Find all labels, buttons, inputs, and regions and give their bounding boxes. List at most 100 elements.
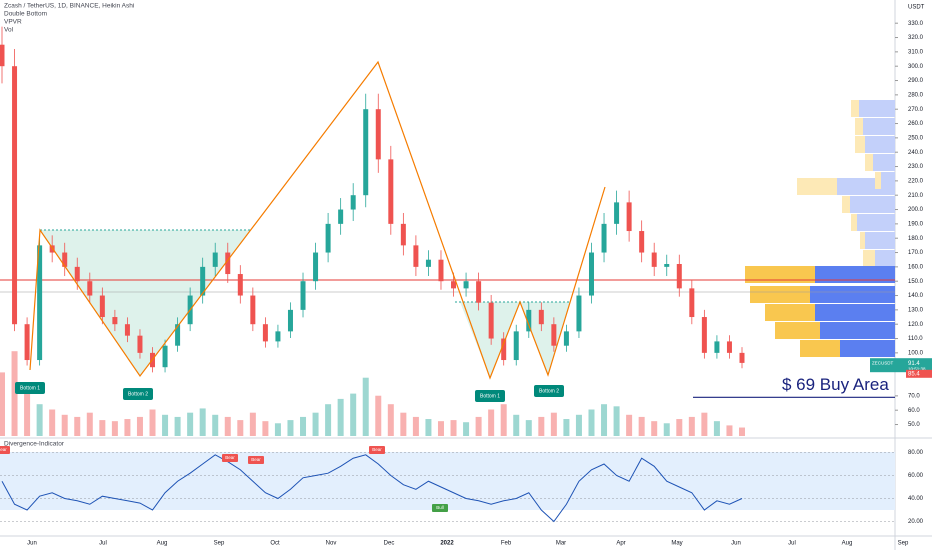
profile-bar [850, 196, 895, 213]
volume-bar [162, 414, 169, 436]
price-tick-label: 140.0 [908, 293, 924, 299]
volume-bar [149, 409, 156, 436]
profile-bar [775, 322, 820, 339]
candle [24, 324, 30, 361]
last-price-box [870, 358, 932, 373]
volume-bar [350, 393, 357, 436]
volume-bar [274, 423, 281, 436]
profile-bar [865, 232, 895, 249]
symbol-title[interactable]: Zcash / TetherUS, 1D, BINANCE, Heikin As… [4, 3, 134, 10]
bottom-badge [475, 390, 505, 402]
volume-bar [575, 414, 582, 436]
profile-bar [860, 232, 865, 249]
bottom-badge [15, 382, 45, 394]
candle [614, 202, 620, 224]
profile-bar [815, 266, 895, 283]
indicator-name[interactable]: Divergence-Indicator [4, 441, 65, 448]
candle [501, 338, 507, 361]
price-tick-label: 190.0 [908, 221, 924, 227]
time-label: Mar [556, 541, 566, 547]
axis-unit: USDT [908, 5, 925, 11]
indicator-name[interactable]: VPVR [4, 19, 22, 26]
indicator-name[interactable]: Double Bottom [4, 11, 47, 18]
price-tick-label: 300.0 [908, 64, 924, 70]
volume-bar [237, 420, 244, 436]
divergence-badge [248, 456, 264, 464]
volume-bar [739, 427, 745, 436]
volume-bar [588, 409, 595, 436]
divergence-label: Bull [436, 505, 444, 510]
profile-bar [875, 172, 881, 189]
candle [714, 341, 720, 353]
volume-bar [86, 412, 93, 436]
price-tick-label: 180.0 [908, 236, 924, 242]
volume-bar [626, 414, 633, 436]
time-label: Jun [731, 541, 741, 547]
candle [400, 223, 406, 246]
volume-bar [688, 416, 695, 436]
volume-bar [212, 414, 219, 436]
candle [0, 44, 5, 67]
candle [739, 352, 745, 363]
volume-bar [124, 419, 131, 436]
price-tick-label: 270.0 [908, 107, 924, 113]
marker-box [906, 369, 932, 378]
volume-bar [99, 420, 106, 436]
profile-bar [859, 100, 895, 117]
divergence-label: Bear [0, 447, 7, 452]
volume-bar [563, 419, 570, 436]
volume-bar [300, 416, 307, 436]
buy-area-label: $ 69 Buy Area [782, 375, 889, 394]
price-tick-label: 200.0 [908, 207, 924, 213]
profile-bar [750, 286, 810, 303]
price-tick-label: 60.0 [908, 408, 920, 414]
candle [639, 231, 645, 253]
volume-bar [475, 416, 482, 436]
volume-bar [601, 404, 608, 436]
indicator-name[interactable]: Vol [4, 27, 14, 34]
volume-bar [325, 404, 332, 436]
candle [325, 223, 331, 253]
profile-bar [857, 214, 895, 231]
profile-bar [875, 250, 895, 267]
candle [689, 288, 695, 318]
volume-bar [74, 416, 81, 436]
volume-bar [36, 404, 43, 436]
price-tick-label: 150.0 [908, 279, 924, 285]
divergence-badge [0, 446, 10, 454]
volume-bar [11, 351, 18, 436]
price-tick-label: 50.0 [908, 422, 920, 428]
price-tick-label: 230.0 [908, 164, 924, 170]
candle [363, 109, 369, 196]
candle [275, 331, 281, 342]
marker-label: 85.4 [908, 371, 920, 377]
candle [87, 281, 93, 296]
price-tick-label: 110.0 [908, 336, 923, 342]
candle [601, 223, 607, 253]
time-label: 2022 [440, 541, 454, 547]
profile-bar [765, 304, 815, 321]
candle [37, 245, 43, 361]
time-label: Jul [788, 541, 796, 547]
profile-bar [855, 136, 865, 153]
volume-bar [224, 416, 231, 436]
volume-bar [174, 416, 181, 436]
divergence-badge [432, 504, 448, 512]
price-tick-label: 240.0 [908, 150, 924, 156]
time-label: Apr [616, 541, 625, 547]
bottom-badge [534, 385, 564, 397]
profile-bar [842, 196, 850, 213]
time-label: May [671, 541, 682, 547]
osc-tick-label: 80.00 [908, 450, 924, 456]
profile-bar [800, 340, 840, 357]
volume-bar [525, 420, 532, 436]
candle [313, 252, 319, 282]
price-tick-label: 260.0 [908, 121, 924, 127]
time-label: Oct [270, 541, 280, 547]
profile-bar [863, 118, 895, 135]
candle [701, 317, 707, 353]
time-label: Dec [384, 541, 395, 547]
divergence-label: Bear [251, 457, 261, 462]
candle [676, 264, 682, 289]
profile-bar [797, 178, 837, 195]
